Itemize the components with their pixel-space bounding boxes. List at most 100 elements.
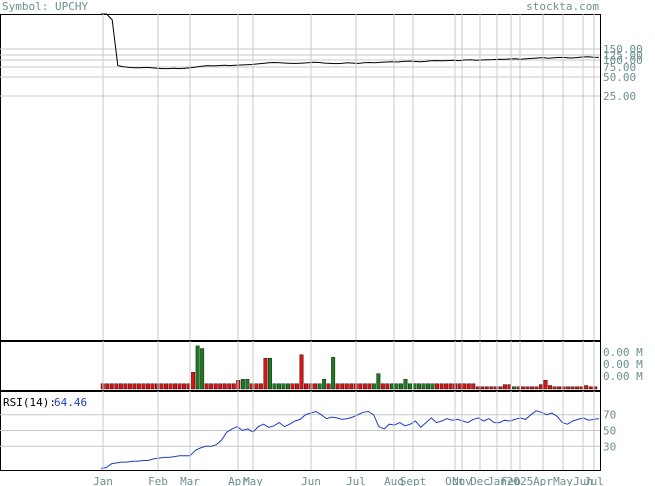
volume-bar [480, 386, 485, 390]
volume-bar [204, 383, 209, 390]
x-tick-label: Jan [93, 475, 113, 486]
volume-bar [326, 383, 331, 390]
price-tick-label: 100.00 [603, 54, 643, 67]
volume-bar [277, 383, 281, 390]
volume-bar [435, 383, 439, 390]
rsi-tick-label: 70 [603, 409, 616, 422]
volume-bar [484, 386, 489, 390]
volume-bar [218, 383, 223, 390]
volume-bar [371, 383, 376, 390]
volume-bar [475, 386, 480, 390]
volume-tick-label: 0.00 M [603, 370, 643, 383]
volume-tick-label: 0.00 M [603, 358, 643, 371]
volume-bar [466, 383, 471, 390]
rsi-panel: 70 50 30 RSI(14):64.46 [0, 391, 616, 471]
volume-bar [290, 383, 295, 390]
panel-frame [0, 14, 601, 341]
price-tick-label: 50.00 [603, 71, 636, 84]
volume-bar [561, 386, 566, 390]
volume-bar [118, 383, 123, 390]
volume-bar [358, 383, 363, 390]
rsi-line [100, 410, 600, 469]
volume-bar [566, 386, 571, 390]
volume-bar [281, 383, 286, 390]
x-tick-label: Jan [487, 475, 507, 486]
price-line [101, 13, 600, 70]
rsi-label: RSI(14): [3, 396, 56, 409]
volume-bar [191, 372, 196, 390]
volume-bar [417, 383, 421, 390]
volume-bar [439, 383, 444, 390]
volume-bar [552, 386, 557, 390]
volume-bar [249, 383, 254, 390]
x-tick-label: Jun [301, 475, 321, 486]
volume-bar [154, 383, 159, 390]
volume-bar [471, 383, 476, 390]
rsi-value: 64.46 [54, 396, 87, 409]
price-tick-label: 125.00 [603, 49, 643, 62]
volume-bar [164, 383, 169, 390]
rsi-tick-label: 50 [603, 425, 616, 438]
volume-bar [512, 386, 516, 390]
volume-bar [222, 383, 227, 390]
volume-bar [335, 383, 340, 390]
volume-bar [362, 383, 367, 390]
volume-bar [340, 383, 345, 390]
volume-bar [245, 379, 250, 390]
x-tick-label: 2025 [507, 475, 534, 486]
volume-bar [123, 383, 128, 390]
volume-bar [295, 383, 299, 390]
volume-bar [394, 383, 399, 390]
volume-bar [114, 383, 119, 390]
x-tick-label: Jun [573, 475, 593, 486]
volume-bar [349, 383, 354, 390]
volume-bar [426, 383, 430, 390]
volume-bar [105, 383, 110, 390]
volume-bar [127, 383, 132, 390]
volume-bar [430, 383, 435, 390]
volume-bar [299, 354, 304, 390]
symbol-label: Symbol: UPCHY [2, 0, 89, 13]
volume-bar [322, 379, 327, 390]
x-tick-label: May [553, 475, 573, 486]
volume-bar [145, 383, 150, 390]
volume-bar [344, 383, 349, 390]
volume-bar [272, 383, 277, 390]
x-tick-label: Jul [346, 475, 366, 486]
volume-bar [539, 384, 543, 390]
volume-bar [588, 386, 593, 390]
volume-bar [570, 386, 575, 390]
volume-bar [331, 357, 336, 390]
volume-bar [403, 379, 408, 390]
volume-bar [385, 383, 390, 390]
volume-bar [317, 383, 322, 390]
volume-bar [240, 379, 245, 390]
volume-bar [268, 358, 272, 390]
volume-bar [525, 386, 530, 390]
x-tick-label: Nov [452, 475, 472, 486]
volume-bar [421, 383, 426, 390]
volume-bar [132, 383, 137, 390]
x-tick-label: Aug [384, 475, 404, 486]
price-tick-label: 150.00 [603, 43, 643, 56]
volume-bar [159, 383, 164, 390]
price-tick-label: 75.00 [603, 61, 636, 74]
volume-bar [543, 380, 548, 390]
volume-bar [390, 383, 394, 390]
panel-frame [0, 341, 601, 391]
volume-bar [141, 383, 146, 390]
x-tick-label: Dec [470, 475, 490, 486]
volume-bar [136, 383, 141, 390]
volume-bar [521, 386, 525, 390]
volume-bar [534, 386, 539, 390]
volume-bar [177, 383, 182, 390]
volume-bar [227, 383, 232, 390]
volume-bar [457, 383, 462, 390]
volume-bar [575, 386, 580, 390]
volume-bar [195, 345, 200, 390]
volume-bar [258, 383, 263, 390]
volume-panel: 0.00 M0.00 M0.00 M [0, 341, 643, 391]
volume-bar [182, 383, 187, 390]
